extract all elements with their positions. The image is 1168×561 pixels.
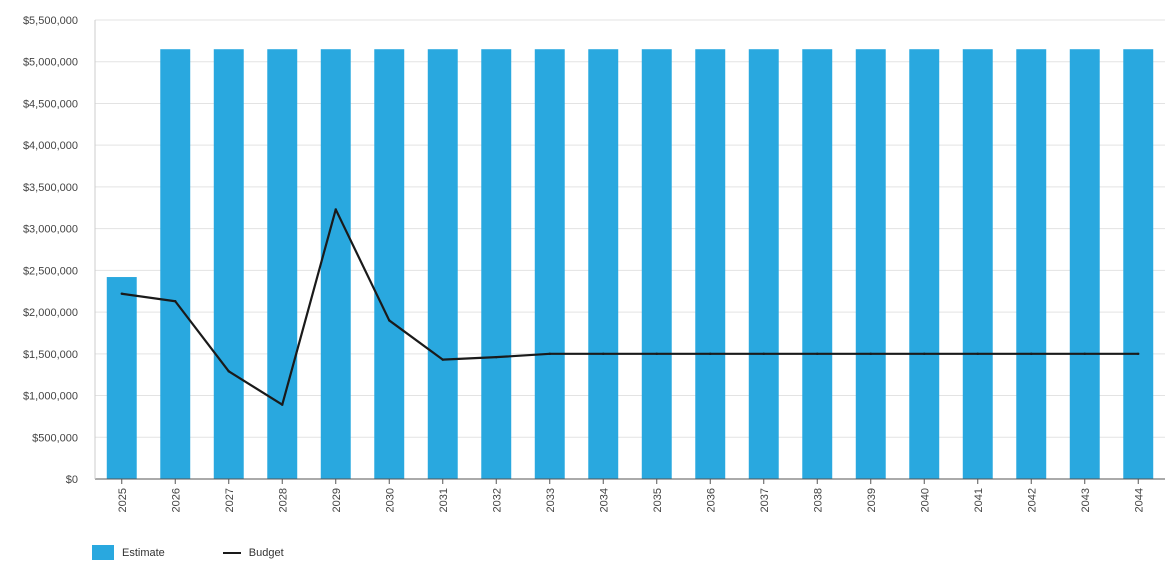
- y-tick-label: $3,500,000: [23, 182, 78, 194]
- budget-point[interactable]: [334, 208, 337, 211]
- budget-point[interactable]: [1137, 352, 1140, 356]
- legend-item-budget[interactable]: Budget: [222, 546, 284, 559]
- bar-estimate[interactable]: [534, 49, 565, 479]
- bar-estimate[interactable]: [320, 49, 351, 479]
- budget-point[interactable]: [602, 352, 605, 356]
- bar-estimate[interactable]: [1016, 49, 1047, 479]
- legend: Estimate Budget: [92, 544, 342, 561]
- x-tick-label: 2035: [652, 488, 664, 512]
- x-axis-ticks: 2025 2026 2027 2028 2029 2030 2031 2032 2033 2034…: [117, 479, 1145, 512]
- bar-estimate[interactable]: [160, 49, 191, 479]
- budget-point[interactable]: [762, 352, 765, 356]
- budget-point[interactable]: [174, 300, 177, 303]
- y-tick-label: $5,000,000: [23, 57, 78, 69]
- bar-estimate[interactable]: [427, 49, 458, 479]
- bar-estimate[interactable]: [748, 49, 779, 479]
- x-tick-label: 2037: [759, 488, 771, 512]
- x-tick-label: 2031: [438, 488, 450, 512]
- budget-point[interactable]: [441, 358, 444, 361]
- budget-point[interactable]: [120, 292, 123, 295]
- y-tick-label: $5,500,000: [23, 15, 78, 27]
- budget-point[interactable]: [1030, 352, 1033, 356]
- bar-estimate[interactable]: [641, 49, 672, 479]
- y-tick-label: $4,500,000: [23, 98, 78, 110]
- bar-estimate[interactable]: [802, 49, 833, 479]
- y-tick-label: $3,000,000: [23, 224, 78, 236]
- bar-estimate[interactable]: [106, 277, 137, 479]
- y-tick-label: $2,000,000: [23, 307, 78, 319]
- budget-point[interactable]: [1083, 352, 1086, 356]
- budget-point[interactable]: [495, 355, 498, 359]
- y-tick-label: $500,000: [32, 432, 78, 444]
- x-tick-label: 2039: [866, 488, 878, 512]
- x-tick-label: 2041: [973, 488, 985, 512]
- bar-estimate[interactable]: [962, 49, 993, 479]
- legend-item-estimate[interactable]: Estimate: [92, 545, 165, 560]
- x-tick-label: 2028: [277, 488, 289, 512]
- bar-estimate[interactable]: [909, 49, 940, 479]
- budget-line[interactable]: [121, 208, 1139, 406]
- bar-estimate[interactable]: [481, 49, 512, 479]
- y-tick-label: $2,500,000: [23, 265, 78, 277]
- y-tick-label: $4,000,000: [23, 140, 78, 152]
- budget-point[interactable]: [388, 319, 391, 322]
- bar-estimate[interactable]: [1123, 49, 1154, 479]
- legend-label-estimate: Estimate: [122, 546, 165, 559]
- legend-swatch-estimate: [92, 545, 114, 560]
- legend-swatch-budget: [222, 551, 241, 554]
- budget-point[interactable]: [655, 352, 658, 356]
- x-tick-label: 2040: [919, 488, 931, 512]
- budget-line-series: [120, 208, 1140, 406]
- x-tick-label: 2030: [384, 488, 396, 512]
- budget-point[interactable]: [816, 352, 819, 356]
- y-tick-label: $1,500,000: [23, 349, 78, 361]
- chart-svg: $0 $500,000 $1,000,000 $1,500,000 $2,000,000…: [23, 15, 1165, 512]
- gridlines: [95, 19, 1165, 480]
- x-tick-label: 2029: [331, 488, 343, 512]
- y-tick-label: $1,000,000: [23, 391, 78, 403]
- axes: [94, 20, 1165, 480]
- budget-point[interactable]: [869, 352, 872, 356]
- budget-point[interactable]: [709, 352, 712, 356]
- x-tick-label: 2036: [705, 488, 717, 512]
- legend-label-budget: Budget: [248, 546, 284, 559]
- bar-estimate[interactable]: [374, 49, 405, 479]
- bar-estimate[interactable]: [588, 49, 619, 479]
- x-tick-label: 2027: [224, 488, 236, 512]
- budget-point[interactable]: [227, 370, 230, 373]
- x-tick-label: 2026: [170, 488, 182, 512]
- bar-estimate[interactable]: [213, 49, 244, 479]
- budget-point[interactable]: [281, 403, 284, 406]
- y-tick-label: $0: [66, 474, 78, 486]
- bar-estimate[interactable]: [1069, 49, 1100, 479]
- x-tick-label: 2042: [1026, 488, 1038, 512]
- x-tick-label: 2032: [491, 488, 503, 512]
- bar-estimate[interactable]: [855, 49, 886, 479]
- x-tick-label: 2043: [1080, 488, 1092, 512]
- x-tick-label: 2025: [117, 488, 129, 512]
- estimate-bars: [106, 49, 1154, 479]
- x-tick-label: 2033: [545, 488, 557, 512]
- x-tick-label: 2038: [812, 488, 824, 512]
- budget-point[interactable]: [923, 352, 926, 356]
- budget-point[interactable]: [548, 352, 551, 356]
- x-tick-label: 2044: [1133, 488, 1145, 512]
- bar-estimate[interactable]: [267, 49, 298, 479]
- y-axis-ticks: $0 $500,000 $1,000,000 $1,500,000 $2,000,000…: [23, 15, 78, 486]
- x-tick-label: 2034: [598, 488, 610, 512]
- budget-point[interactable]: [976, 352, 979, 356]
- bar-estimate[interactable]: [695, 49, 726, 479]
